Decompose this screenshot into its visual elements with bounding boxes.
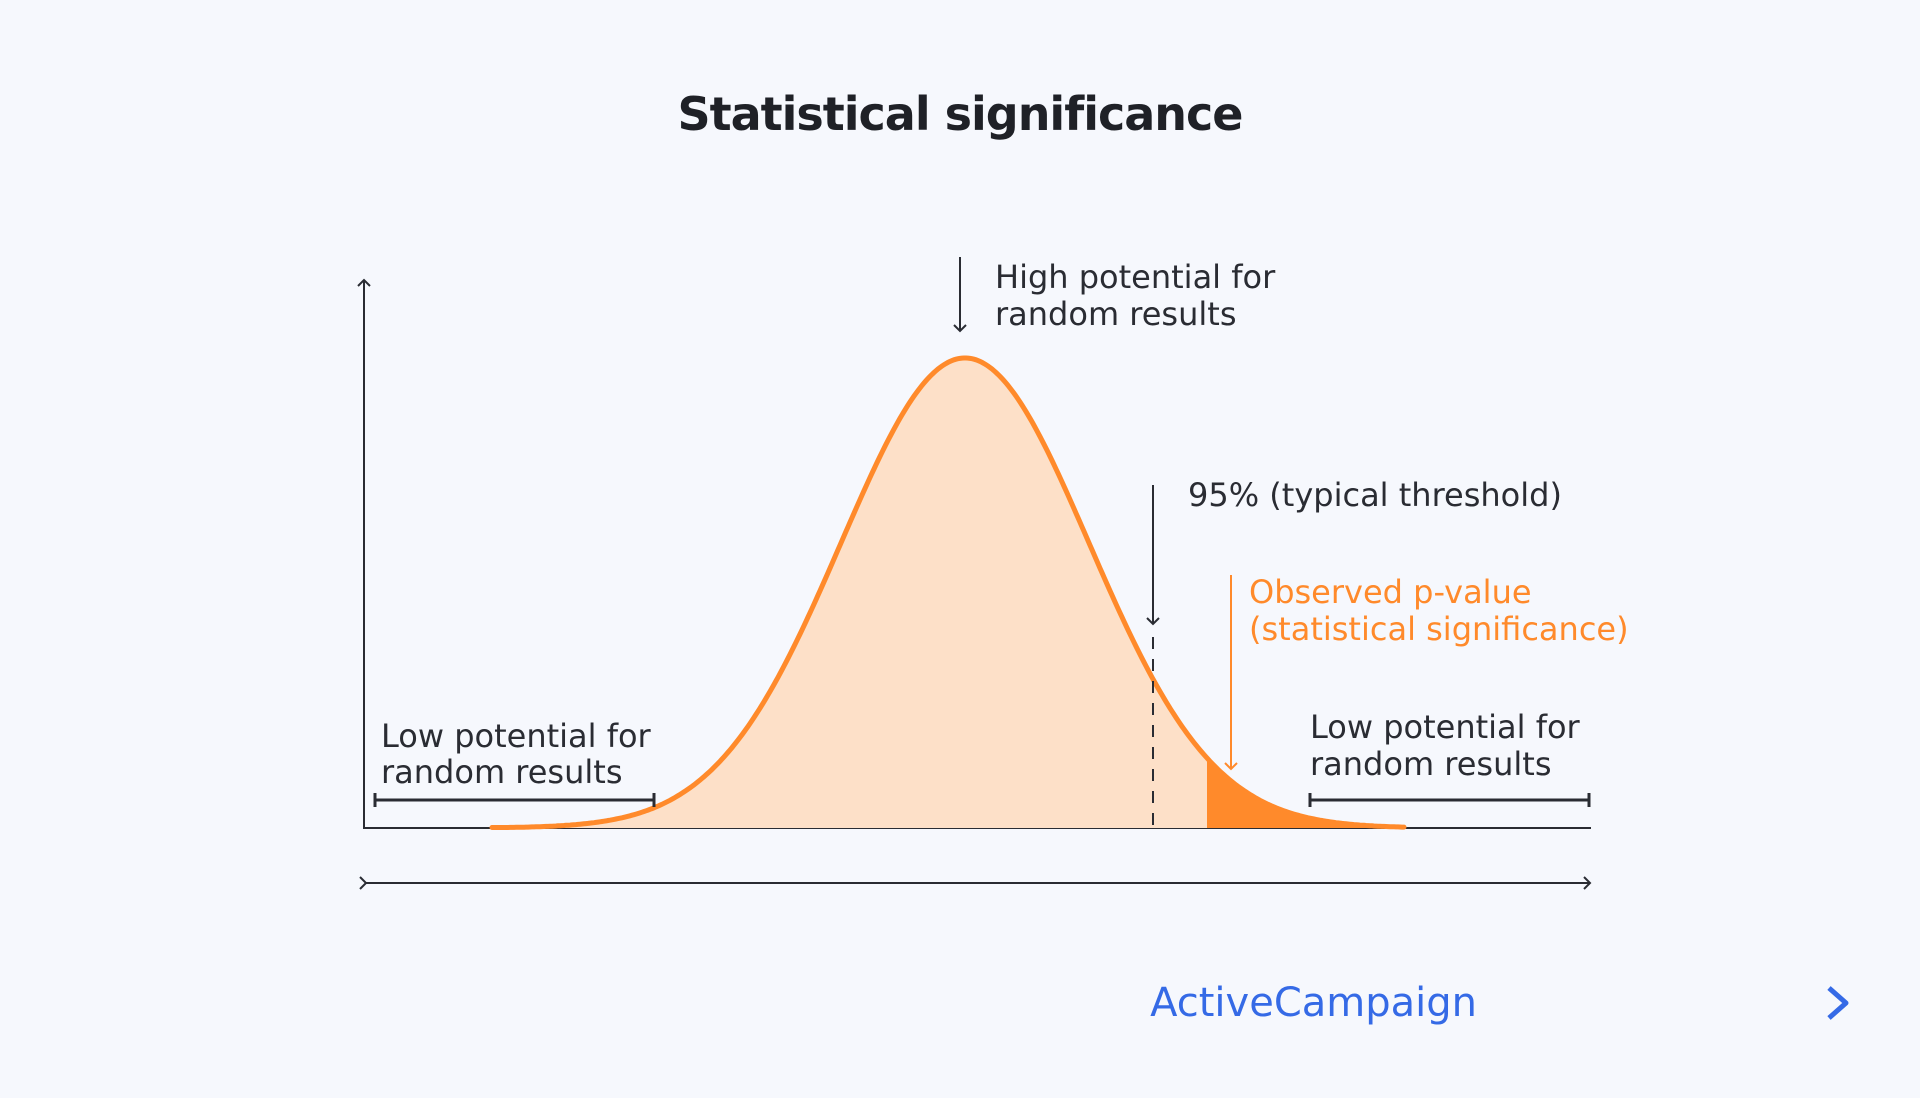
right-tail-bracket [1308,793,1591,807]
page-title: Statistical significance [677,87,1242,141]
distribution-curve [489,355,1407,830]
left-tail-label-line1: Low potential for [381,717,652,755]
peak-label-line1: High potential for [995,258,1276,296]
observed-label-line1: Observed p-value [1249,573,1532,611]
peak-label-line2: random results [995,295,1236,333]
distribution-fill [492,358,1404,828]
chevron-right-icon [1827,986,1849,1020]
right-tail-label-line2: random results [1310,745,1551,783]
right-tail-label-line1: Low potential for [1310,708,1581,746]
observed-significance-region [1207,758,1404,828]
observed-label-line2: (statistical significance) [1249,610,1629,648]
activecampaign-logo: ActiveCampaign [1150,980,1477,1026]
left-tail-label-line2: random results [381,753,622,791]
left-tail-bracket [373,793,656,807]
threshold-label: 95% (typical threshold) [1188,476,1562,514]
